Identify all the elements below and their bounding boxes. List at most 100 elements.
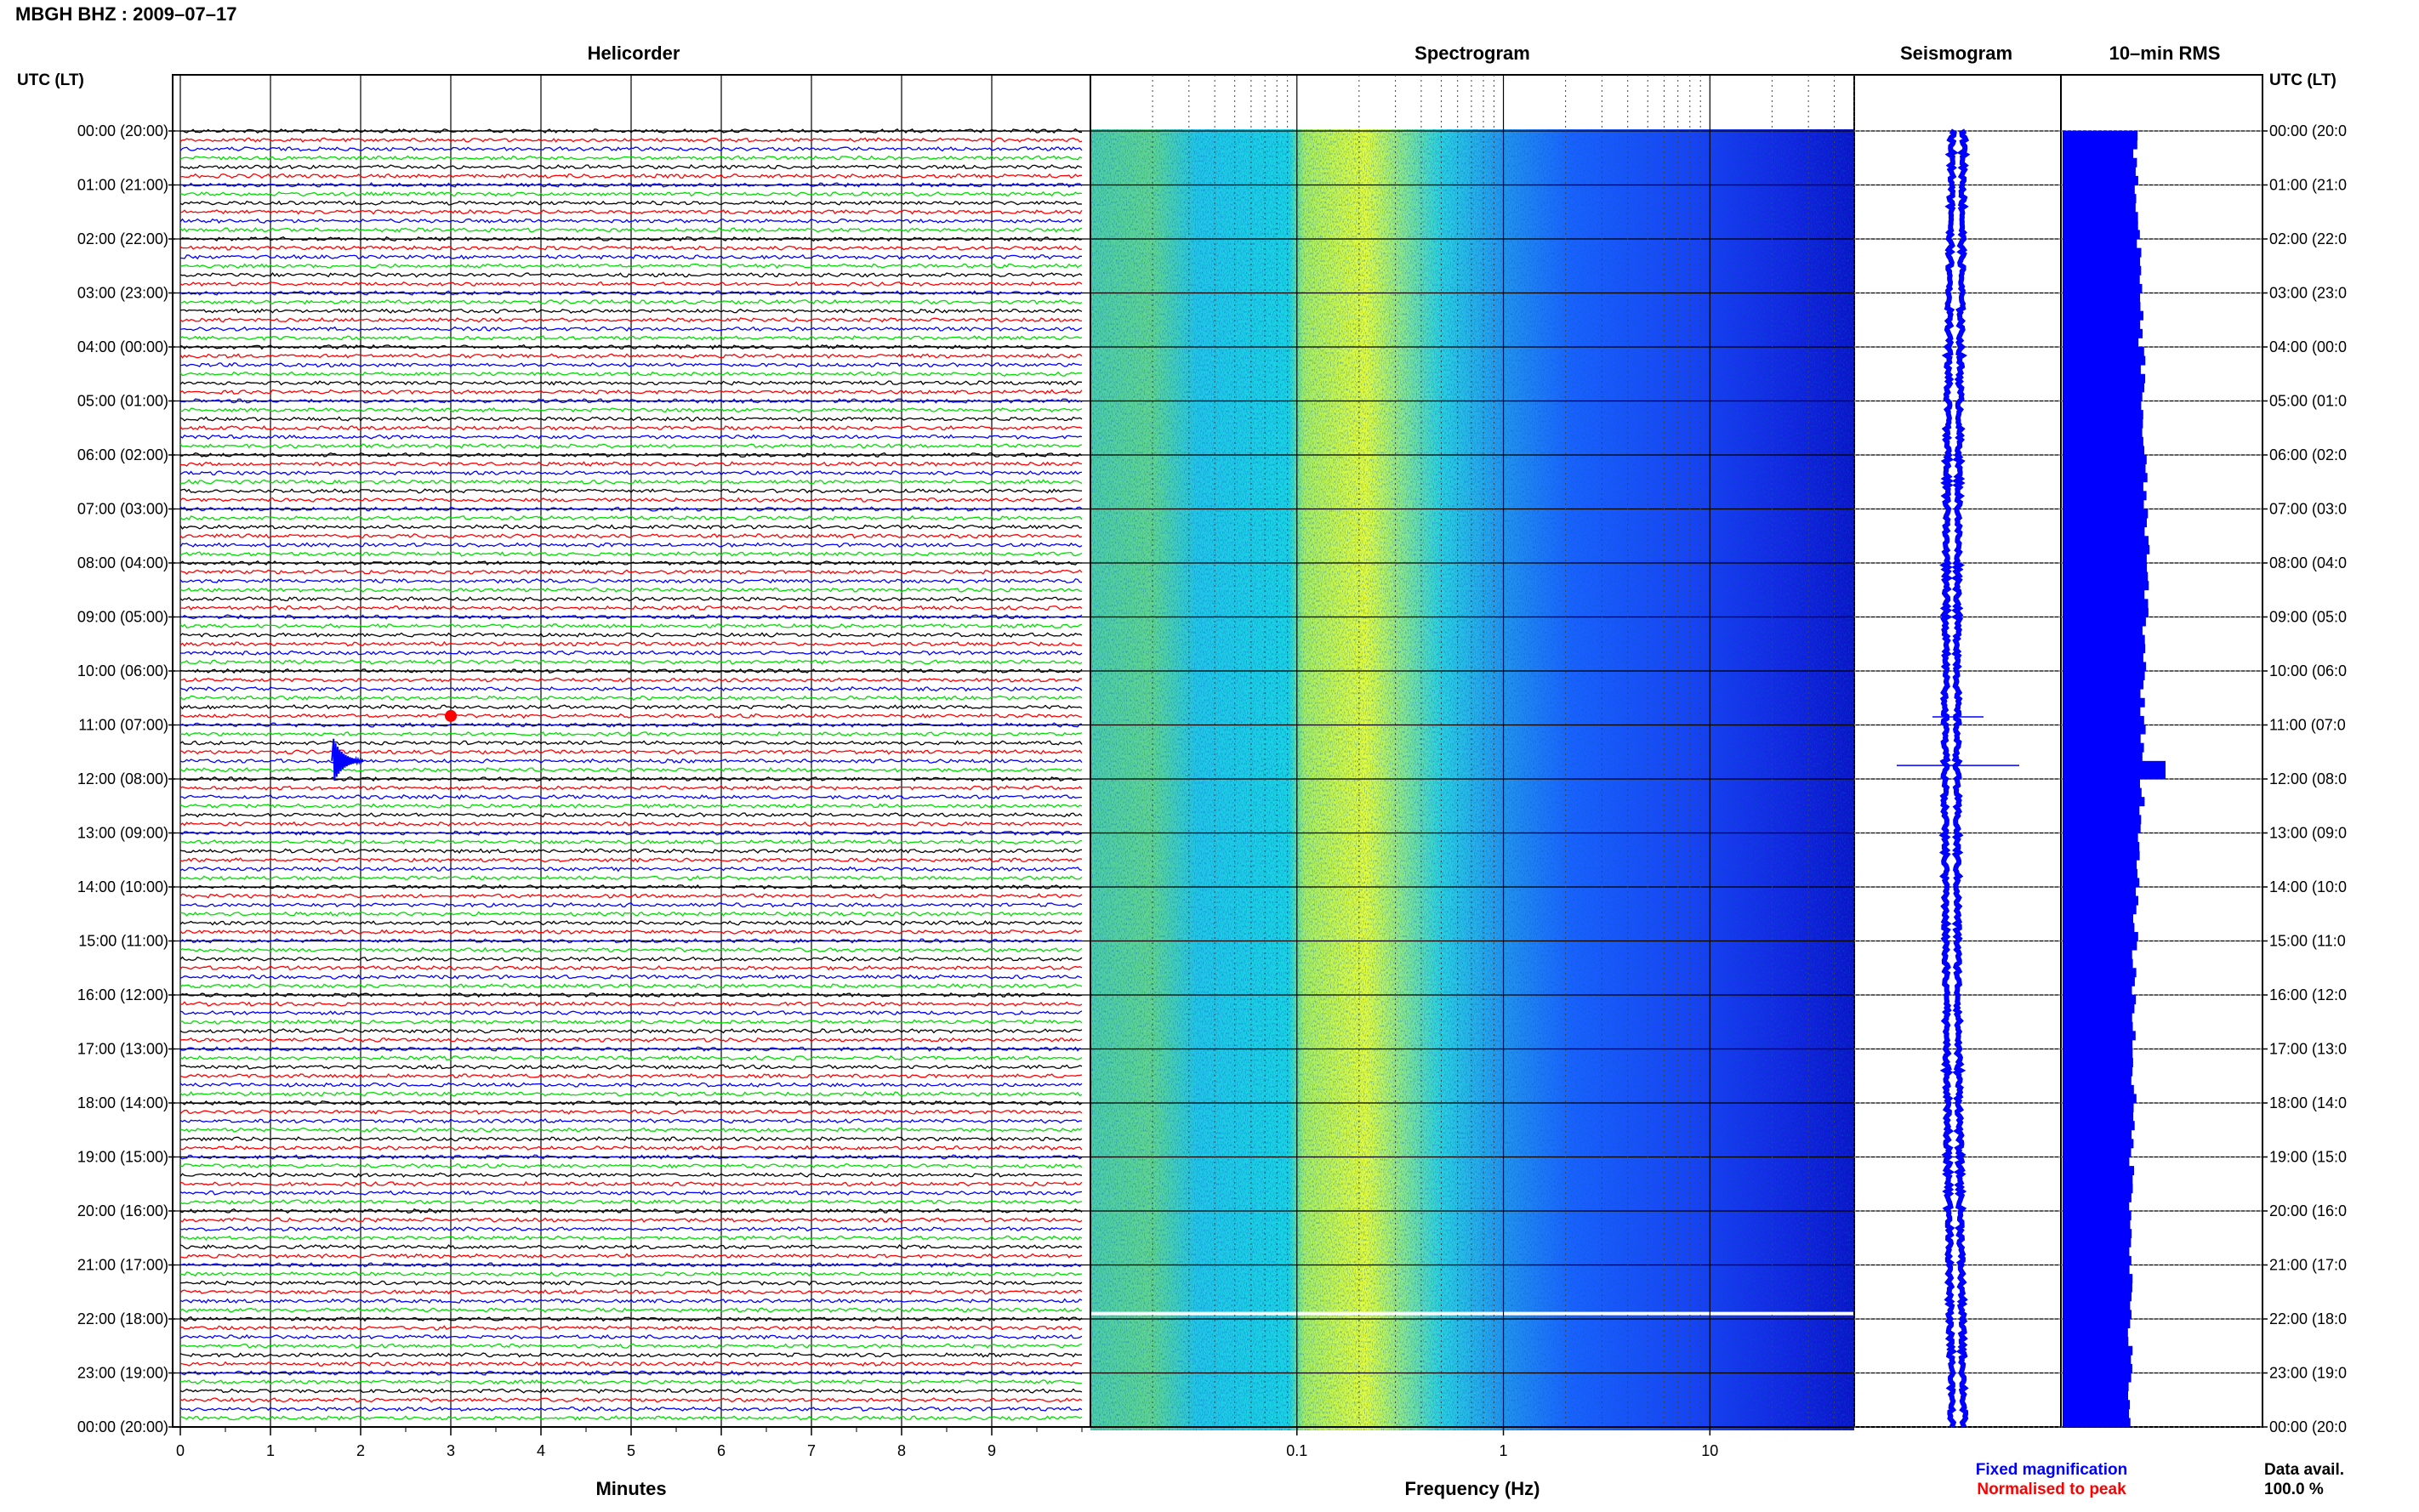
rms-bar	[2063, 770, 2166, 780]
helicorder-trace	[179, 1217, 1083, 1223]
helicorder-trace	[179, 1298, 1083, 1304]
rms-bar	[2063, 779, 2140, 788]
rms-bar	[2063, 931, 2138, 941]
helicorder-trace	[179, 740, 1083, 746]
time-axis-label-left: UTC (LT)	[17, 71, 84, 89]
rms-bar	[2063, 1103, 2134, 1112]
helicorder-trace	[179, 1288, 1083, 1295]
rms-bar	[2063, 481, 2143, 492]
helicorder-trace	[179, 290, 1083, 296]
helicorder-trace	[179, 1046, 1083, 1052]
helicorder-trace	[179, 866, 1083, 873]
time-label-right: 23:00 (19:0	[2269, 1365, 2347, 1382]
rms-bar	[2063, 1039, 2133, 1049]
helicorder-trace	[179, 722, 1083, 728]
helicorder-trace	[179, 596, 1083, 602]
helicorder-trace	[179, 452, 1083, 458]
rms-bar	[2063, 1184, 2133, 1194]
helicorder-trace	[179, 946, 1083, 953]
rms-bar	[2063, 383, 2144, 393]
frequency-axis-label: Frequency (Hz)	[1405, 1478, 1540, 1499]
rms-bar	[2063, 976, 2135, 986]
helicorder-trace	[179, 1054, 1083, 1061]
time-label-left: 06:00 (02:00)	[77, 446, 168, 463]
rms-bar	[2063, 958, 2133, 969]
seismogram-envelope-left	[1938, 128, 1959, 1429]
helicorder-trace	[179, 713, 1083, 719]
rms-bar	[2063, 1237, 2132, 1248]
time-label-left: 20:00 (16:00)	[77, 1202, 168, 1219]
rms-bar	[2063, 455, 2147, 464]
helicorder-trace	[179, 785, 1083, 792]
time-label-left: 12:00 (08:00)	[77, 770, 168, 787]
helicorder-trace	[179, 416, 1083, 423]
helicorder-trace	[179, 911, 1083, 918]
helicorder-trace	[179, 587, 1083, 593]
rms-bar	[2063, 293, 2141, 303]
time-axis-label-right: UTC (LT)	[2269, 71, 2336, 89]
rms-bar	[2063, 554, 2147, 564]
helicorder-trace	[179, 406, 1083, 413]
frequency-tick-label: 1	[1500, 1442, 1508, 1459]
time-label-left: 04:00 (00:00)	[77, 338, 168, 355]
time-label-left: 13:00 (09:00)	[77, 825, 168, 842]
rms-bar	[2063, 563, 2148, 572]
helicorder-trace	[179, 622, 1083, 629]
time-label-right: 00:00 (20:0	[2269, 1418, 2347, 1435]
helicorder-trace	[179, 425, 1083, 431]
rms-bar	[2063, 257, 2141, 267]
helicorder-trace	[179, 137, 1083, 143]
helicorder-trace	[179, 1406, 1083, 1412]
helicorder-trace	[179, 748, 1083, 755]
time-label-left: 08:00 (04:00)	[77, 554, 168, 571]
spectrogram-image	[1090, 129, 1854, 1430]
minutes-tick-label: 7	[807, 1442, 816, 1459]
rms-bar	[2063, 1292, 2132, 1302]
helicorder-trace	[179, 803, 1083, 810]
helicorder-trace	[179, 245, 1083, 251]
rms-bar	[2063, 355, 2146, 366]
helicorder-trace	[179, 560, 1083, 566]
helicorder-trace	[179, 938, 1083, 944]
helicorder-trace	[179, 758, 1083, 764]
rms-bar	[2063, 589, 2145, 600]
minutes-tick-label: 9	[988, 1442, 996, 1459]
rms-bar	[2063, 905, 2137, 915]
helicorder-trace	[179, 1280, 1083, 1286]
time-label-left: 11:00 (07:00)	[78, 717, 168, 734]
time-label-right: 08:00 (04:0	[2269, 554, 2347, 571]
helicorder-trace	[179, 298, 1083, 305]
rms-bar	[2063, 797, 2145, 807]
time-label-right: 21:00 (17:0	[2269, 1257, 2347, 1274]
rms-bar	[2063, 968, 2137, 978]
time-label-left: 21:00 (17:00)	[77, 1257, 168, 1274]
helicorder-trace	[179, 227, 1083, 233]
helicorder-trace	[179, 974, 1083, 981]
helicorder-trace	[179, 793, 1083, 800]
rms-bar	[2063, 536, 2149, 546]
rms-bar	[2063, 212, 2138, 222]
rms-bar	[2063, 571, 2149, 582]
rms-bar	[2063, 328, 2143, 338]
rms-title: 10–min RMS	[2109, 43, 2221, 64]
helicorder-trace	[179, 650, 1083, 657]
rms-bar	[2063, 1139, 2134, 1149]
helicorder-trace	[179, 1136, 1083, 1142]
rms-bar	[2063, 823, 2141, 833]
helicorder-trace	[179, 767, 1083, 773]
helicorder-trace	[179, 821, 1083, 827]
rms-bar	[2063, 347, 2144, 356]
helicorder-trace	[179, 1172, 1083, 1178]
rms-bar	[2063, 139, 2137, 150]
helicorder-trace	[179, 1180, 1083, 1187]
rms-bar	[2063, 652, 2143, 662]
rms-bar	[2063, 131, 2138, 140]
helicorder-trace	[179, 461, 1083, 467]
rms-bar	[2063, 1031, 2136, 1041]
helicorder-trace	[179, 1010, 1083, 1016]
helicorder-trace	[179, 956, 1083, 962]
rms-bar	[2063, 1174, 2133, 1185]
helicorder-trace	[179, 1109, 1083, 1115]
rms-bar	[2063, 302, 2141, 312]
helicorder-trace	[179, 497, 1083, 503]
